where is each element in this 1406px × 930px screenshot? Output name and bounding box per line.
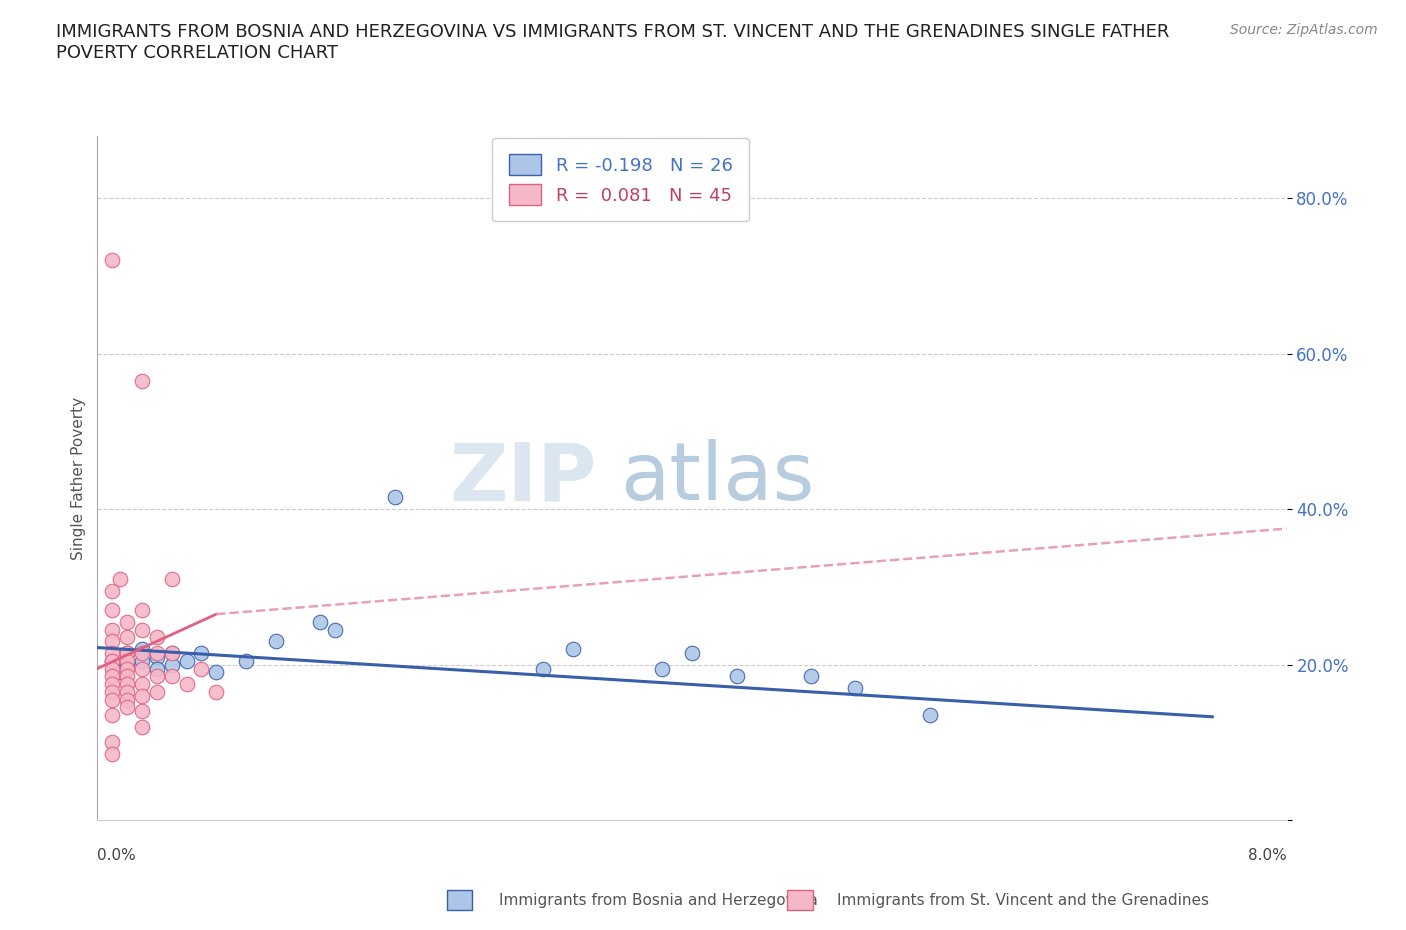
Point xyxy=(131,704,153,719)
Point xyxy=(131,622,153,637)
Point xyxy=(146,630,169,644)
Point xyxy=(115,658,138,672)
Point xyxy=(101,735,124,750)
Point xyxy=(918,708,941,723)
Point xyxy=(725,669,748,684)
Point xyxy=(160,572,183,587)
Point xyxy=(160,645,183,660)
Point xyxy=(115,684,138,699)
Point xyxy=(131,720,153,735)
Point xyxy=(101,622,124,637)
Point xyxy=(101,583,124,598)
Point xyxy=(101,253,124,268)
Point xyxy=(264,634,287,649)
Point xyxy=(146,684,169,699)
Point xyxy=(131,645,153,660)
Point xyxy=(384,490,406,505)
Point xyxy=(101,634,124,649)
Point xyxy=(131,677,153,692)
Point xyxy=(800,669,823,684)
Point xyxy=(176,654,198,669)
Point xyxy=(681,645,703,660)
Point xyxy=(101,661,124,676)
Point xyxy=(115,700,138,715)
Text: Immigrants from Bosnia and Herzegovina: Immigrants from Bosnia and Herzegovina xyxy=(499,893,818,908)
Point xyxy=(101,645,124,660)
Point xyxy=(323,622,346,637)
Point xyxy=(108,572,131,587)
Text: ZIP: ZIP xyxy=(450,439,596,517)
Point xyxy=(101,708,124,723)
Point xyxy=(844,681,866,696)
Point xyxy=(131,688,153,703)
Point xyxy=(101,684,124,699)
Point xyxy=(108,665,131,680)
Point xyxy=(651,661,673,676)
Point xyxy=(115,677,138,692)
Point xyxy=(101,654,124,669)
Point xyxy=(160,658,183,672)
Text: IMMIGRANTS FROM BOSNIA AND HERZEGOVINA VS IMMIGRANTS FROM ST. VINCENT AND THE GR: IMMIGRANTS FROM BOSNIA AND HERZEGOVINA V… xyxy=(56,23,1170,62)
Point xyxy=(115,692,138,707)
Point xyxy=(146,669,169,684)
Point xyxy=(176,677,198,692)
Point xyxy=(205,684,228,699)
Point xyxy=(235,654,257,669)
Text: 0.0%: 0.0% xyxy=(97,847,136,863)
Text: atlas: atlas xyxy=(620,439,815,517)
Point xyxy=(101,677,124,692)
Point xyxy=(115,630,138,644)
Point xyxy=(115,661,138,676)
Point xyxy=(190,645,212,660)
Point xyxy=(115,654,138,669)
Point xyxy=(205,665,228,680)
Point xyxy=(131,661,153,676)
Point xyxy=(131,642,153,657)
Point xyxy=(115,645,138,660)
Text: Source: ZipAtlas.com: Source: ZipAtlas.com xyxy=(1230,23,1378,37)
Point xyxy=(101,669,124,684)
Point xyxy=(101,692,124,707)
Point xyxy=(101,747,124,762)
Legend: R = -0.198   N = 26, R =  0.081   N = 45: R = -0.198 N = 26, R = 0.081 N = 45 xyxy=(492,138,749,221)
Point xyxy=(115,669,138,684)
Y-axis label: Single Father Poverty: Single Father Poverty xyxy=(72,396,86,560)
Point xyxy=(146,649,169,664)
Point xyxy=(160,669,183,684)
Point xyxy=(101,603,124,618)
Point xyxy=(160,645,183,660)
Point xyxy=(146,645,169,660)
Text: 8.0%: 8.0% xyxy=(1249,847,1286,863)
Point xyxy=(131,654,153,669)
Point xyxy=(531,661,554,676)
Point xyxy=(190,661,212,676)
Point xyxy=(131,603,153,618)
Point xyxy=(115,615,138,630)
Point xyxy=(101,654,124,669)
Point xyxy=(146,661,169,676)
Point xyxy=(309,615,332,630)
Point xyxy=(562,642,585,657)
Text: Immigrants from St. Vincent and the Grenadines: Immigrants from St. Vincent and the Gren… xyxy=(837,893,1209,908)
Point xyxy=(115,645,138,660)
Point xyxy=(131,374,153,389)
